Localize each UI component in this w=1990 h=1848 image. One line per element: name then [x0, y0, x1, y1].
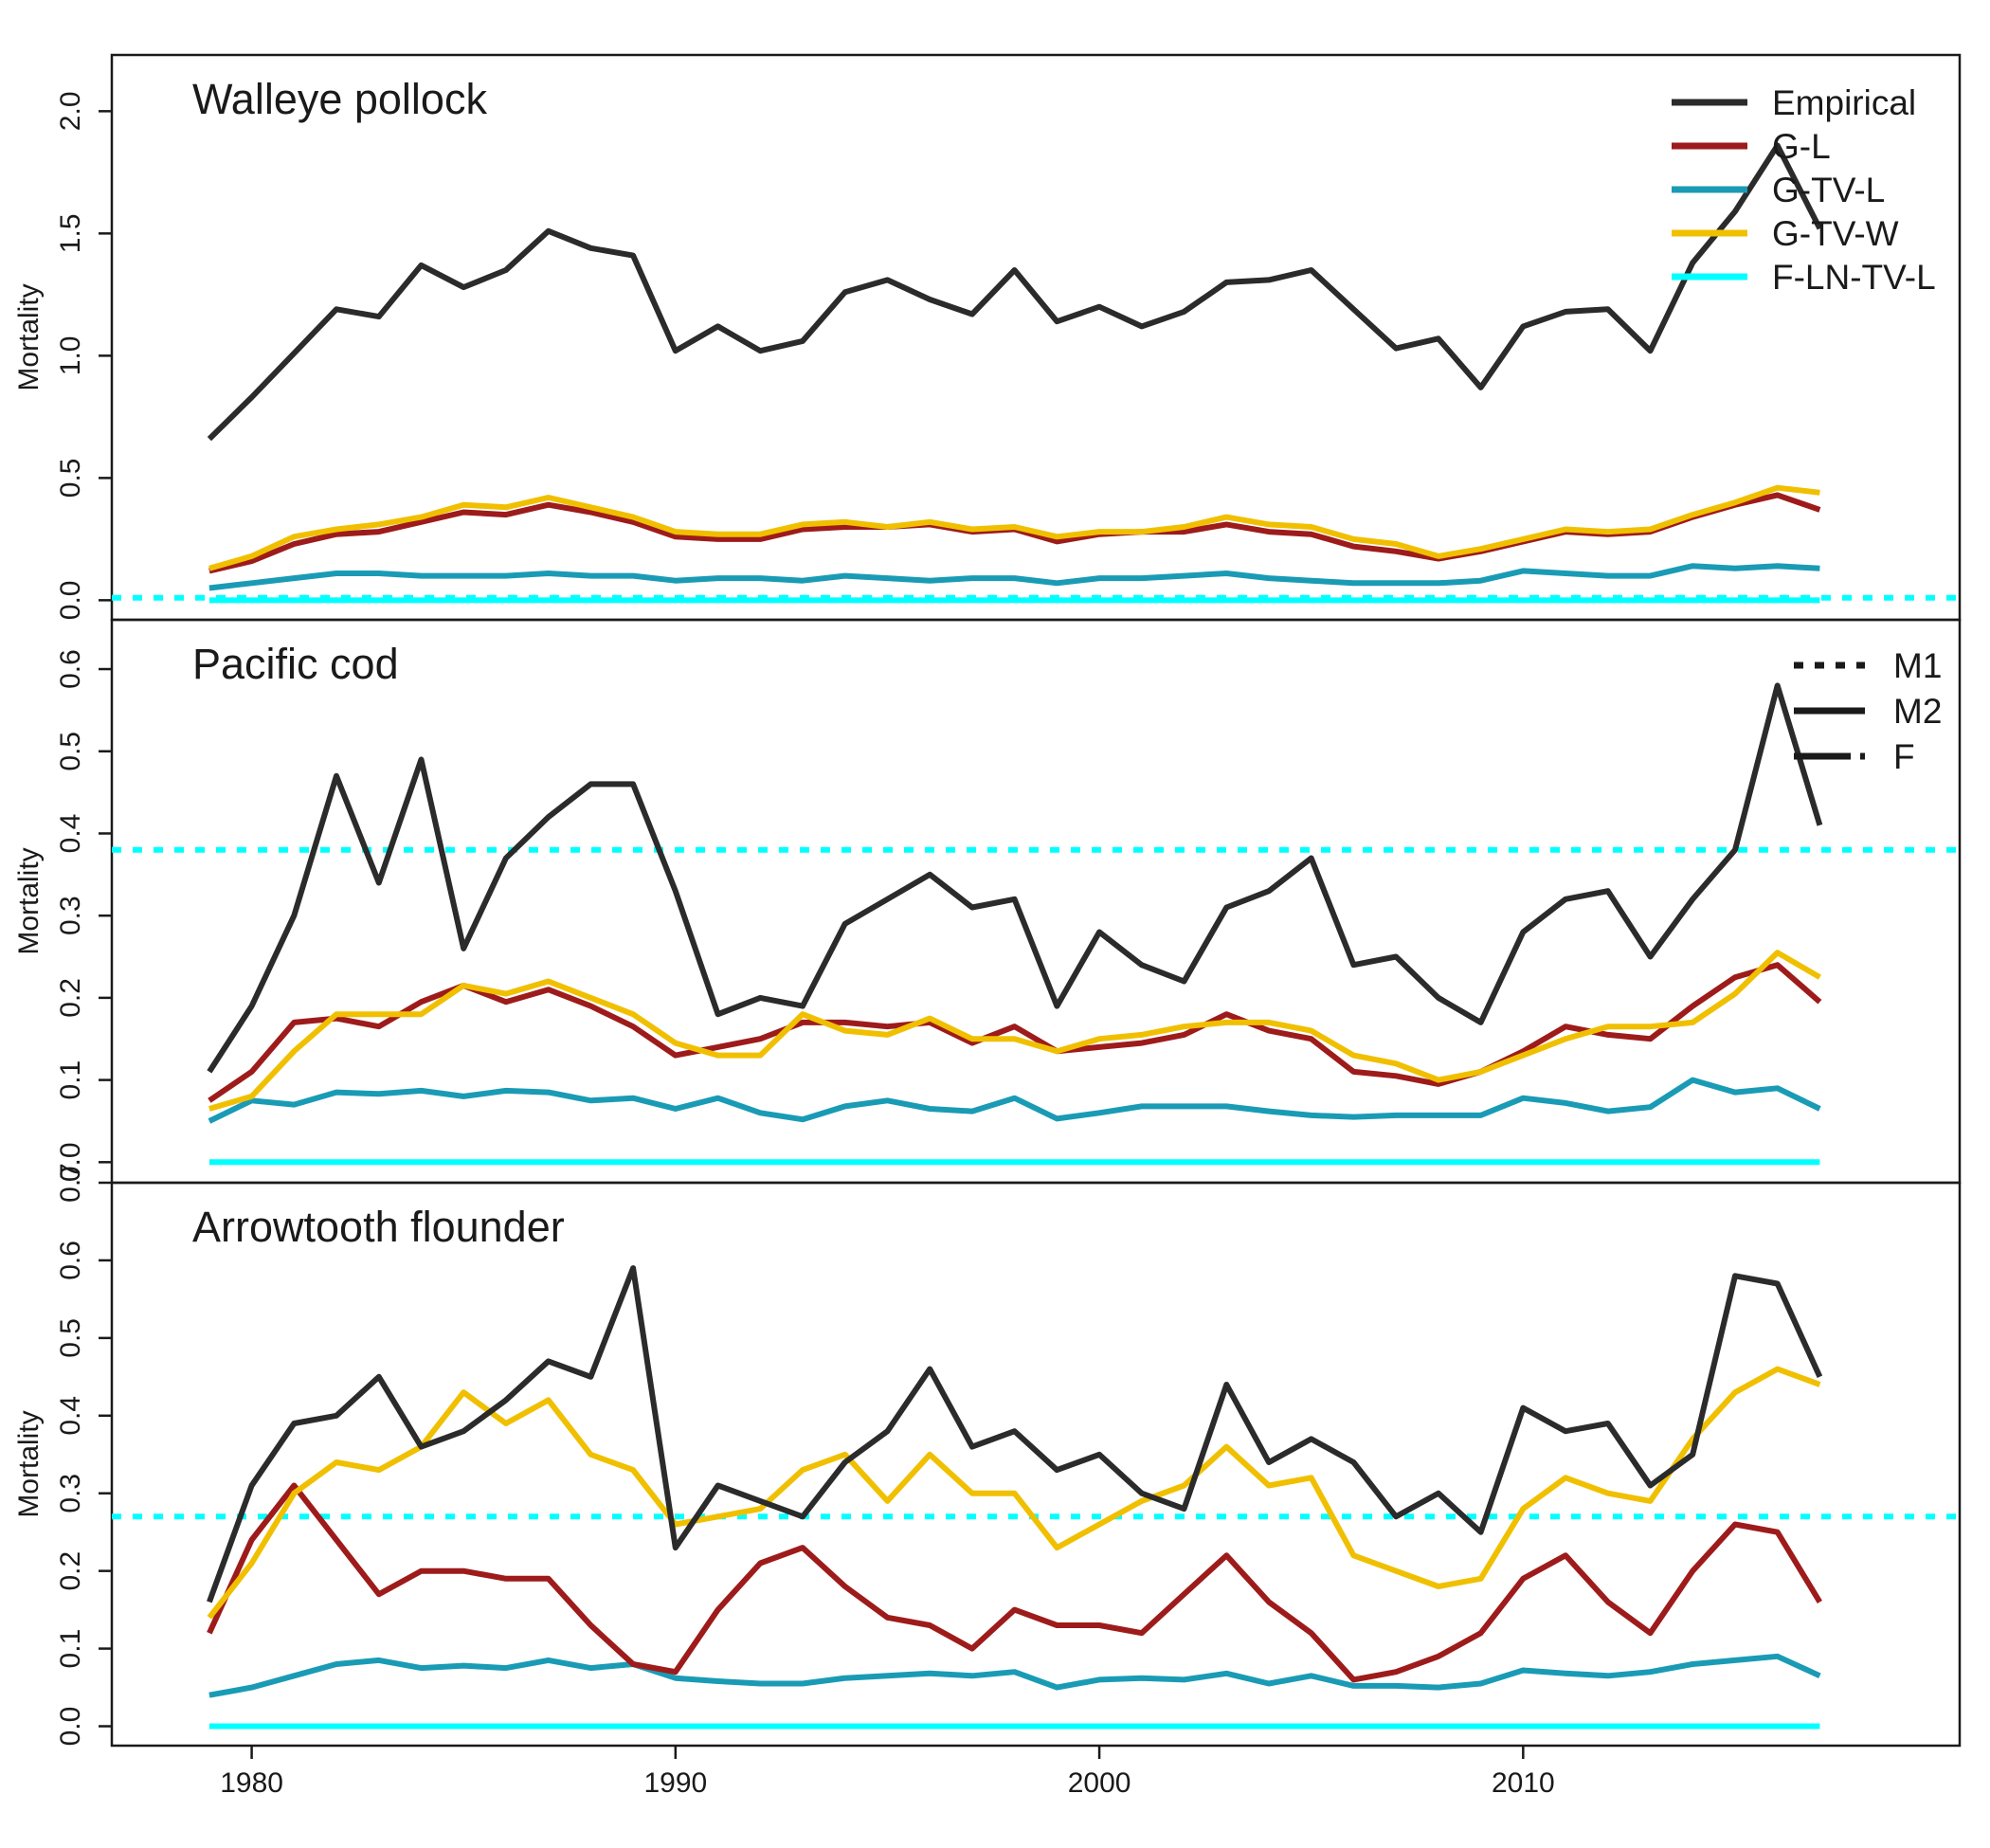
legend-label: Empirical — [1772, 83, 1916, 122]
x-tick-label: 1990 — [643, 1767, 707, 1799]
legend-label: F — [1893, 737, 1915, 776]
plot-area — [112, 682, 1960, 1166]
y-axis-label: Mortality — [13, 283, 45, 390]
y-tick-label: 0.3 — [55, 1474, 86, 1513]
plot-area — [112, 1265, 1960, 1730]
y-tick-label: 0.6 — [55, 649, 86, 689]
x-tick-label: 2000 — [1068, 1767, 1131, 1799]
panel-0: 0.0 0.5 1.0 1.5 2.0 Mortality Walleye pollock E… — [13, 53, 1962, 622]
y-tick-label: 0.5 — [55, 732, 86, 771]
series-line-g-tv-w — [208, 484, 1820, 571]
series-line-g-tv-l — [208, 1653, 1821, 1698]
legend-label: M2 — [1893, 692, 1942, 731]
panel-frame — [110, 618, 1962, 1185]
y-tick-label: 0.5 — [55, 458, 86, 498]
y-tick-label: 2.0 — [55, 91, 86, 131]
legend-label: G-TV-W — [1772, 214, 1899, 253]
panel-2: 0.0 0.1 0.2 0.3 0.4 0.5 0.6 0.7 Mortality Arrowto… — [13, 1163, 1962, 1799]
legend-label: M1 — [1893, 646, 1942, 685]
panel-frame — [110, 1181, 1962, 1748]
series-line-g-tv-l — [208, 563, 1820, 591]
panel-title: Walleye pollock — [192, 75, 487, 123]
y-tick-label: 0.0 — [55, 1707, 86, 1747]
y-tick-label: 0.2 — [55, 1551, 86, 1591]
y-tick-label: 0.4 — [55, 814, 86, 854]
y-tick-label: 0.1 — [55, 1060, 86, 1100]
y-tick-label: 0.0 — [55, 1142, 86, 1182]
x-tick-label: 2010 — [1492, 1767, 1555, 1799]
legend-label: G-TV-L — [1772, 171, 1885, 209]
legend-label: G-L — [1772, 127, 1831, 166]
panel-1: 0.0 0.1 0.2 0.3 0.4 0.5 0.6 Mortality Pacific co… — [13, 618, 1962, 1185]
y-tick-label: 0.3 — [55, 896, 86, 935]
x-tick-label: 1980 — [220, 1767, 283, 1799]
series-line-empirical — [207, 682, 1823, 1074]
series-line-empirical — [207, 1265, 1823, 1603]
plot-area — [112, 142, 1960, 604]
series-line-g-l — [207, 1482, 1822, 1683]
series-line-g-tv-l — [208, 1077, 1821, 1124]
type-legend: M1 M2 F — [1794, 646, 1942, 776]
y-tick-label: 0.4 — [55, 1396, 86, 1436]
y-tick-label: 0.5 — [55, 1318, 86, 1358]
series-line-g-tv-w — [207, 1366, 1821, 1620]
y-tick-label: 0.6 — [55, 1241, 86, 1280]
series-line-g-tv-w — [208, 950, 1821, 1112]
y-tick-label: 0.1 — [55, 1629, 86, 1669]
series-line-empirical — [207, 142, 1823, 442]
y-tick-label: 0.2 — [55, 978, 86, 1018]
y-tick-label: 0.7 — [55, 1163, 86, 1203]
y-axis-label: Mortality — [13, 1410, 45, 1517]
y-axis-label: Mortality — [13, 847, 45, 954]
y-tick-label: 1.5 — [55, 213, 86, 253]
y-tick-label: 1.0 — [55, 335, 86, 375]
y-tick-label: 0.0 — [55, 580, 86, 620]
legend-label: F-LN-TV-L — [1772, 258, 1936, 297]
series-legend: Empirical G-L G-TV-L G-TV-W F-LN-TV-L — [1672, 83, 1936, 297]
panel-title: Arrowtooth flounder — [192, 1203, 565, 1251]
panel-title: Pacific cod — [192, 640, 399, 688]
